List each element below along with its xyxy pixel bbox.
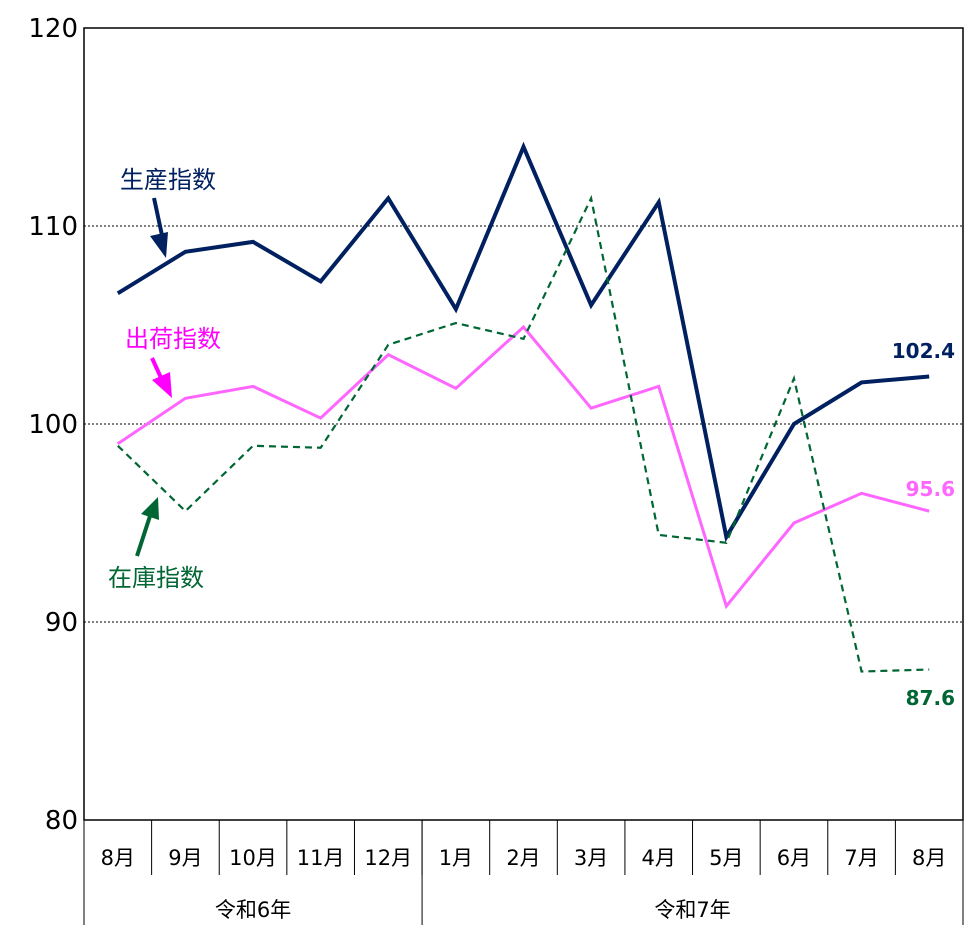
end-label-inventory: 87.6 bbox=[906, 686, 955, 710]
x-tick-label: 9月 bbox=[168, 846, 202, 870]
legend-production: 生産指数 bbox=[120, 166, 216, 194]
x-tick-label: 12月 bbox=[364, 846, 412, 870]
x-tick-label: 5月 bbox=[709, 846, 743, 870]
x-tick-label: 8月 bbox=[912, 846, 946, 870]
legend-inventory: 在庫指数 bbox=[108, 564, 204, 592]
x-tick-label: 8月 bbox=[101, 846, 135, 870]
plot-frame bbox=[83, 27, 964, 821]
x-tick-label: 11月 bbox=[297, 846, 345, 870]
y-tick-label: 80 bbox=[45, 806, 78, 836]
x-tick-label: 3月 bbox=[574, 846, 608, 870]
y-tick-label: 90 bbox=[45, 608, 78, 638]
series-line-2 bbox=[117, 194, 930, 673]
y-tick-label: 120 bbox=[28, 14, 78, 44]
x-tick-label: 10月 bbox=[229, 846, 277, 870]
y-tick-label: 110 bbox=[28, 212, 78, 242]
x-tick-label: 2月 bbox=[506, 846, 540, 870]
series-line-0 bbox=[116, 141, 930, 543]
y-axis-ticks: 80 90 100 110 120 bbox=[28, 14, 78, 836]
end-label-shipments: 95.6 bbox=[906, 477, 955, 501]
x-tick-label: 4月 bbox=[642, 846, 676, 870]
year-label: 令和7年 bbox=[654, 898, 730, 922]
y-tick-label: 100 bbox=[28, 410, 78, 440]
year-label: 令和6年 bbox=[215, 898, 291, 922]
end-labels: 102.4 95.6 87.6 bbox=[892, 339, 955, 710]
arrow-inventory bbox=[135, 497, 159, 557]
x-tick-label: 6月 bbox=[777, 846, 811, 870]
arrow-shipments bbox=[150, 357, 172, 398]
end-label-production: 102.4 bbox=[892, 339, 955, 363]
x-tick-label: 7月 bbox=[844, 846, 878, 870]
series-lines bbox=[116, 141, 930, 673]
legend-shipments: 出荷指数 bbox=[125, 325, 221, 353]
gridlines bbox=[84, 225, 963, 623]
arrow-production bbox=[150, 197, 168, 258]
series-line-1 bbox=[116, 324, 930, 610]
x-tick-label: 1月 bbox=[439, 846, 473, 870]
